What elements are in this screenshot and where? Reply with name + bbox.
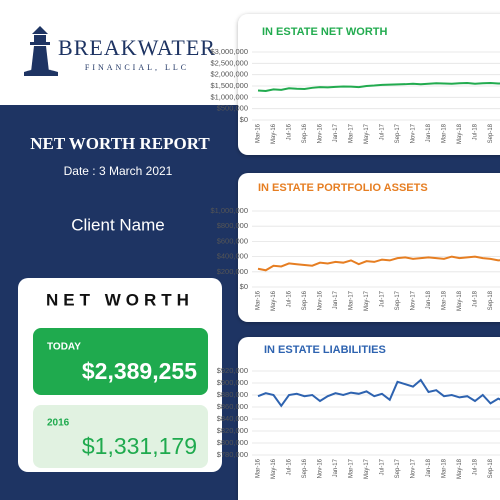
y-tick-label: $200,000 bbox=[217, 267, 248, 276]
x-tick-label: May-17 bbox=[364, 123, 370, 144]
x-tick-label: Mar-16 bbox=[256, 290, 262, 310]
today-box bbox=[33, 328, 208, 395]
y-tick-label: $840,000 bbox=[217, 414, 248, 423]
x-tick-label: Jul-18 bbox=[473, 458, 479, 475]
data-line bbox=[257, 82, 500, 92]
net-worth-title: NET WORTH bbox=[46, 290, 194, 309]
y-tick-label: $600,000 bbox=[217, 236, 248, 245]
x-tick-label: May-16 bbox=[271, 458, 277, 479]
x-tick-label: May-16 bbox=[271, 290, 277, 311]
x-tick-label: May-16 bbox=[271, 123, 277, 144]
x-tick-label: May-18 bbox=[457, 290, 463, 311]
y-tick-label: $400,000 bbox=[217, 252, 248, 261]
x-tick-label: Mar-18 bbox=[442, 123, 448, 143]
base-label: 2016 bbox=[47, 418, 70, 429]
x-tick-label: Jan-18 bbox=[426, 123, 432, 142]
x-tick-label: Nov-17 bbox=[411, 123, 417, 143]
data-line bbox=[257, 378, 500, 408]
x-tick-label: May-18 bbox=[457, 458, 463, 479]
report-title: NET WORTH REPORT bbox=[30, 134, 210, 153]
y-tick-label: $920,000 bbox=[217, 366, 248, 375]
chart-title: IN ESTATE PORTFOLIO ASSETS bbox=[258, 182, 428, 194]
x-tick-label: May-18 bbox=[457, 123, 463, 144]
x-tick-label: Jul-18 bbox=[473, 123, 479, 140]
x-tick-label: Jul-17 bbox=[380, 458, 386, 475]
y-tick-label: $0 bbox=[240, 282, 248, 291]
client-name: Client Name bbox=[71, 215, 165, 234]
x-tick-label: Sep-18 bbox=[488, 458, 494, 478]
x-tick-label: Jul-16 bbox=[287, 290, 293, 307]
today-value: $2,389,255 bbox=[82, 358, 197, 384]
x-tick-label: Jul-16 bbox=[287, 123, 293, 140]
y-tick-label: $0 bbox=[240, 115, 248, 124]
chart-card bbox=[238, 173, 500, 322]
y-tick-label: $820,000 bbox=[217, 426, 248, 435]
chart-title: IN ESTATE LIABILITIES bbox=[264, 344, 386, 356]
x-tick-label: Sep-16 bbox=[302, 290, 308, 310]
base-value: $1,331,179 bbox=[82, 433, 197, 459]
x-tick-label: Sep-17 bbox=[395, 458, 401, 478]
logo-icon bbox=[24, 26, 58, 76]
chart-card bbox=[238, 337, 500, 500]
x-tick-label: Jan-17 bbox=[333, 458, 339, 477]
x-tick-label: Nov-16 bbox=[318, 290, 324, 310]
y-tick-label: $1,000,000 bbox=[210, 92, 248, 101]
subbrand: FINANCIAL, LLC bbox=[85, 63, 189, 72]
x-tick-label: Mar-17 bbox=[349, 290, 355, 310]
x-tick-label: Jan-18 bbox=[426, 290, 432, 309]
report-date: Date : 3 March 2021 bbox=[64, 164, 173, 178]
chart-title: IN ESTATE NET WORTH bbox=[262, 26, 388, 38]
x-tick-label: Mar-17 bbox=[349, 458, 355, 478]
x-tick-label: Nov-17 bbox=[411, 458, 417, 478]
x-tick-label: Sep-17 bbox=[395, 290, 401, 310]
y-tick-label: $800,000 bbox=[217, 221, 248, 230]
y-tick-label: $2,000,000 bbox=[210, 70, 248, 79]
y-tick-label: $860,000 bbox=[217, 402, 248, 411]
x-tick-label: Sep-18 bbox=[488, 290, 494, 310]
x-tick-label: Jan-17 bbox=[333, 290, 339, 309]
x-tick-label: Mar-18 bbox=[442, 458, 448, 478]
y-tick-label: $2,500,000 bbox=[210, 58, 248, 67]
data-line bbox=[257, 255, 500, 272]
x-tick-label: Jul-16 bbox=[287, 458, 293, 475]
x-tick-label: Mar-16 bbox=[256, 458, 262, 478]
x-tick-label: Jan-17 bbox=[333, 123, 339, 142]
x-tick-label: Mar-17 bbox=[349, 123, 355, 143]
x-tick-label: Jul-17 bbox=[380, 290, 386, 307]
y-tick-label: $1,500,000 bbox=[210, 81, 248, 90]
x-tick-label: May-17 bbox=[364, 458, 370, 479]
x-tick-label: Jan-18 bbox=[426, 458, 432, 477]
y-tick-label: $1,000,000 bbox=[210, 206, 248, 215]
x-tick-label: Mar-18 bbox=[442, 290, 448, 310]
brand: BREAKWATER bbox=[58, 35, 216, 60]
y-tick-label: $500,000 bbox=[217, 104, 248, 113]
base-box bbox=[33, 405, 208, 468]
x-tick-label: Nov-17 bbox=[411, 290, 417, 310]
x-tick-label: Nov-16 bbox=[318, 123, 324, 143]
y-tick-label: $780,000 bbox=[217, 450, 248, 459]
x-tick-label: Mar-16 bbox=[256, 123, 262, 143]
x-tick-label: Jul-18 bbox=[473, 290, 479, 307]
y-tick-label: $800,000 bbox=[217, 438, 248, 447]
y-tick-label: $880,000 bbox=[217, 390, 248, 399]
y-tick-label: $900,000 bbox=[217, 378, 248, 387]
x-tick-label: Sep-16 bbox=[302, 458, 308, 478]
x-tick-label: May-17 bbox=[364, 290, 370, 311]
x-tick-label: Sep-17 bbox=[395, 123, 401, 143]
y-tick-label: $3,000,000 bbox=[210, 47, 248, 56]
x-tick-label: Jul-17 bbox=[380, 123, 386, 140]
today-label: TODAY bbox=[47, 342, 81, 353]
x-tick-label: Nov-16 bbox=[318, 458, 324, 478]
x-tick-label: Sep-18 bbox=[488, 123, 494, 143]
x-tick-label: Sep-16 bbox=[302, 123, 308, 143]
